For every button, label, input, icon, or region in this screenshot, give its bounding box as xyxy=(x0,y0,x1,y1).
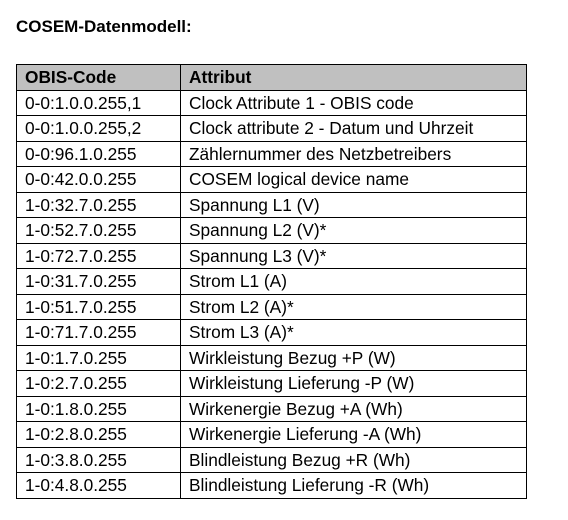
attribute-cell: Wirkenergie Lieferung -A (Wh) xyxy=(180,421,527,448)
obis-code-cell: 0-0:1.0.0.255,2 xyxy=(16,115,181,142)
header-attribut: Attribut xyxy=(180,64,527,91)
table-row: 0-0:1.0.0.255,1 Clock Attribute 1 - OBIS… xyxy=(16,89,527,116)
attribute-cell: Spannung L2 (V)* xyxy=(180,217,527,244)
table-row: 0-0:42.0.0.255 COSEM logical device name xyxy=(16,166,527,193)
attribute-cell: COSEM logical device name xyxy=(180,166,527,193)
obis-table: OBIS-Code Attribut 0-0:1.0.0.255,1 Clock… xyxy=(16,64,527,499)
attribute-cell: Wirkleistung Bezug +P (W) xyxy=(180,344,527,371)
attribute-cell: Wirkenergie Bezug +A (Wh) xyxy=(180,395,527,422)
attribute-cell: Strom L2 (A)* xyxy=(180,293,527,320)
attribute-cell: Blindleistung Lieferung -R (Wh) xyxy=(180,472,527,499)
table-row: 1-0:71.7.0.255 Strom L3 (A)* xyxy=(16,319,527,346)
table-header-row: OBIS-Code Attribut xyxy=(16,64,527,91)
attribute-cell: Strom L3 (A)* xyxy=(180,319,527,346)
obis-code-cell: 0-0:1.0.0.255,1 xyxy=(16,89,181,116)
table-row: 1-0:4.8.0.255 Blindleistung Lieferung -R… xyxy=(16,472,527,499)
attribute-cell: Wirkleistung Lieferung -P (W) xyxy=(180,370,527,397)
attribute-cell: Zählernummer des Netzbetreibers xyxy=(180,140,527,167)
document-title: COSEM-Datenmodell: xyxy=(16,17,192,36)
obis-code-cell: 1-0:52.7.0.255 xyxy=(16,217,181,244)
obis-code-cell: 1-0:71.7.0.255 xyxy=(16,319,181,346)
table-row: 1-0:32.7.0.255 Spannung L1 (V) xyxy=(16,191,527,218)
obis-code-cell: 1-0:3.8.0.255 xyxy=(16,446,181,473)
obis-code-cell: 1-0:31.7.0.255 xyxy=(16,268,181,295)
attribute-cell: Spannung L1 (V) xyxy=(180,191,527,218)
obis-code-cell: 1-0:4.8.0.255 xyxy=(16,472,181,499)
obis-code-cell: 0-0:96.1.0.255 xyxy=(16,140,181,167)
table-row: 1-0:72.7.0.255 Spannung L3 (V)* xyxy=(16,242,527,269)
attribute-cell: Clock Attribute 1 - OBIS code xyxy=(180,89,527,116)
table-row: 1-0:2.7.0.255 Wirkleistung Lieferung -P … xyxy=(16,370,527,397)
obis-code-cell: 0-0:42.0.0.255 xyxy=(16,166,181,193)
table-row: 0-0:1.0.0.255,2 Clock attribute 2 - Datu… xyxy=(16,115,527,142)
header-obis-code: OBIS-Code xyxy=(16,64,181,91)
table-row: 1-0:31.7.0.255 Strom L1 (A) xyxy=(16,268,527,295)
obis-code-cell: 1-0:32.7.0.255 xyxy=(16,191,181,218)
table-row: 1-0:52.7.0.255 Spannung L2 (V)* xyxy=(16,217,527,244)
table-row: 1-0:3.8.0.255 Blindleistung Bezug +R (Wh… xyxy=(16,446,527,473)
obis-code-cell: 1-0:72.7.0.255 xyxy=(16,242,181,269)
table-row: 1-0:51.7.0.255 Strom L2 (A)* xyxy=(16,293,527,320)
table-row: 1-0:1.7.0.255 Wirkleistung Bezug +P (W) xyxy=(16,344,527,371)
attribute-cell: Spannung L3 (V)* xyxy=(180,242,527,269)
obis-code-cell: 1-0:2.7.0.255 xyxy=(16,370,181,397)
attribute-cell: Strom L1 (A) xyxy=(180,268,527,295)
attribute-cell: Clock attribute 2 - Datum und Uhrzeit xyxy=(180,115,527,142)
obis-code-cell: 1-0:1.7.0.255 xyxy=(16,344,181,371)
attribute-cell: Blindleistung Bezug +R (Wh) xyxy=(180,446,527,473)
table-row: 1-0:2.8.0.255 Wirkenergie Lieferung -A (… xyxy=(16,421,527,448)
table-row: 0-0:96.1.0.255 Zählernummer des Netzbetr… xyxy=(16,140,527,167)
obis-code-cell: 1-0:51.7.0.255 xyxy=(16,293,181,320)
obis-code-cell: 1-0:1.8.0.255 xyxy=(16,395,181,422)
obis-code-cell: 1-0:2.8.0.255 xyxy=(16,421,181,448)
table-row: 1-0:1.8.0.255 Wirkenergie Bezug +A (Wh) xyxy=(16,395,527,422)
